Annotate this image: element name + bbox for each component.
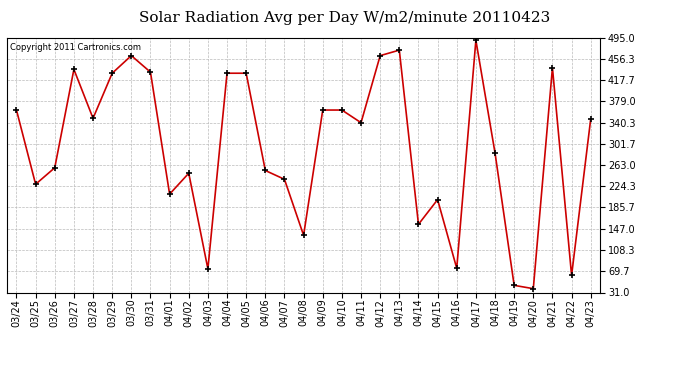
Text: Copyright 2011 Cartronics.com: Copyright 2011 Cartronics.com xyxy=(10,43,141,52)
Text: Solar Radiation Avg per Day W/m2/minute 20110423: Solar Radiation Avg per Day W/m2/minute … xyxy=(139,11,551,25)
